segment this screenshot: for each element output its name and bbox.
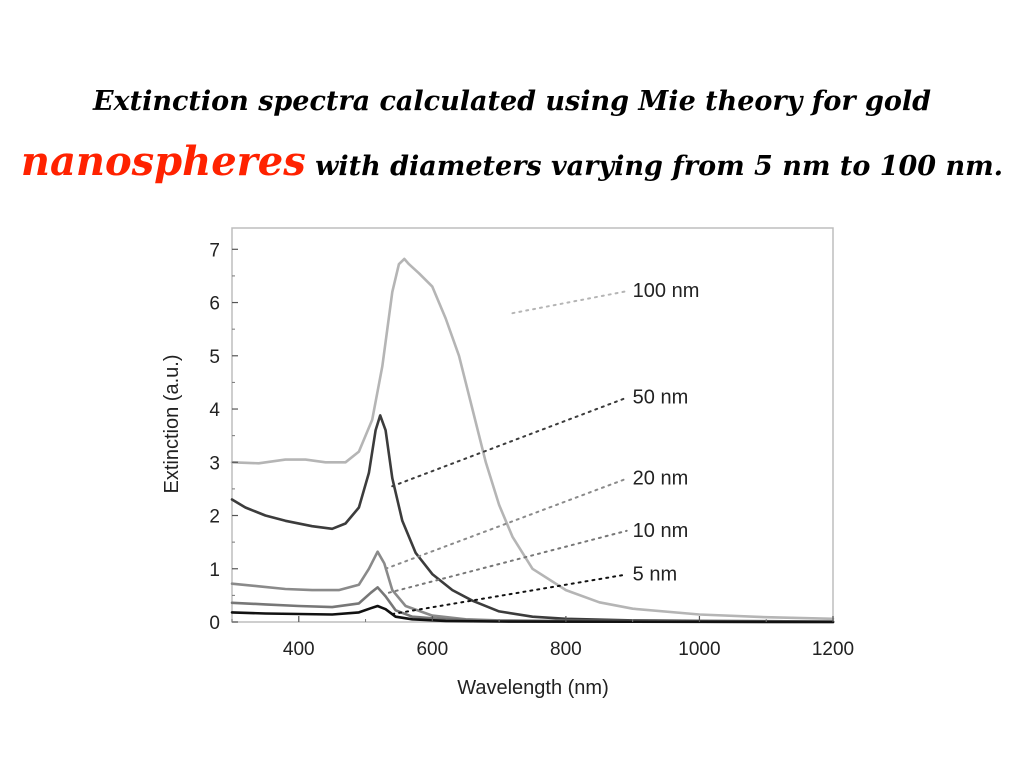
series-label-20-nm: 20 nm — [633, 468, 689, 490]
slide-title-rest: with diameters varying from 5 nm to 100 … — [315, 151, 1004, 182]
x-tick-label: 800 — [550, 639, 582, 660]
x-tick-label: 600 — [416, 639, 448, 660]
series-line-5-nm — [230, 604, 835, 624]
y-tick-label: 5 — [209, 347, 220, 368]
ticks-group: 0 1 2 3 4 5 6 7 400 600 800 1000 1200 — [209, 240, 854, 660]
labels-group: 100 nm 50 nm 20 nm 10 nm 5 nm — [384, 280, 700, 616]
series-group — [230, 257, 835, 624]
plot-frame-group — [231, 227, 834, 623]
y-tick-label: 3 — [209, 453, 220, 474]
y-axis-label: Extinction (a.u.) — [161, 355, 183, 494]
series-label-100-nm: 100 nm — [633, 280, 700, 302]
x-tick-label: 1000 — [678, 639, 720, 660]
series-label-50-nm: 50 nm — [633, 387, 689, 409]
y-tick-label: 4 — [209, 400, 220, 421]
leader-line-20-nm — [384, 477, 628, 570]
slide-title-line2: nanospheres with diameters varying from … — [0, 138, 1024, 185]
leader-line-5-nm — [391, 573, 628, 616]
series-line-100-nm — [230, 257, 835, 621]
y-tick-label: 6 — [209, 294, 220, 315]
series-line-20-nm — [230, 550, 835, 623]
leader-line-10-nm — [387, 529, 628, 594]
x-tick-label: 400 — [283, 639, 315, 660]
x-tick-label: 1200 — [812, 639, 854, 660]
y-tick-label: 2 — [209, 507, 220, 528]
slide-title-line1: Extinction spectra calculated using Mie … — [92, 86, 932, 117]
leader-line-50-nm — [391, 396, 628, 488]
plot-frame — [231, 227, 834, 623]
y-tick-label: 7 — [209, 240, 220, 261]
series-label-5-nm: 5 nm — [633, 563, 677, 585]
slide-title-accent: nanospheres — [20, 138, 306, 185]
y-tick-label: 0 — [209, 613, 220, 634]
series-label-10-nm: 10 nm — [633, 520, 689, 542]
leader-line-100-nm — [511, 290, 628, 315]
x-axis-label: Wavelength (nm) — [457, 677, 609, 699]
series-line-50-nm — [230, 414, 835, 623]
y-tick-label: 1 — [209, 560, 220, 581]
